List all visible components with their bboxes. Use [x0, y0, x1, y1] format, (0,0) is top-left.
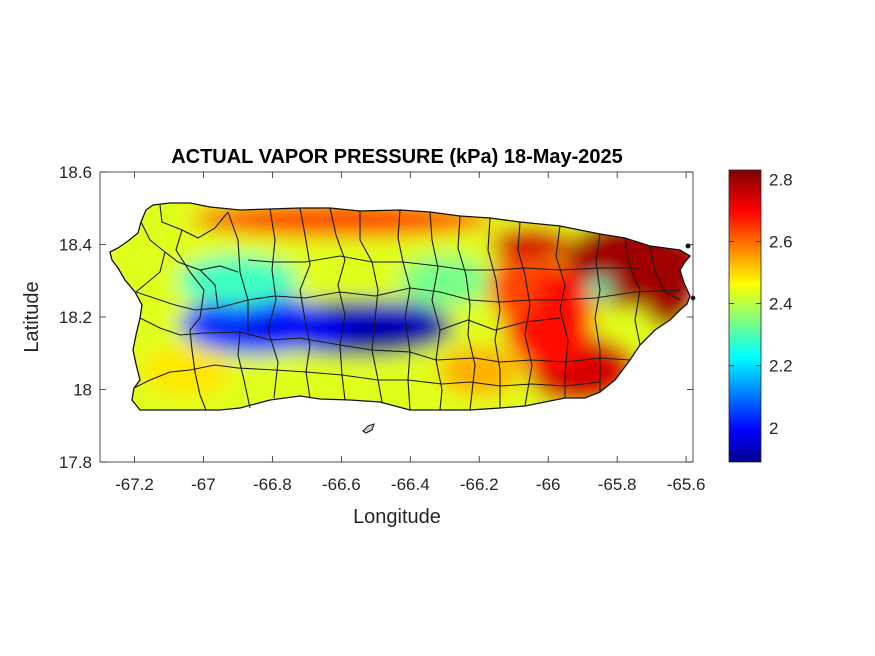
islet-caja-de-muertos	[362, 423, 375, 434]
municipality-boundary	[247, 287, 681, 303]
field-detail	[488, 258, 539, 318]
x-tick-label: -66	[536, 475, 561, 494]
x-tick-label: -66.2	[460, 475, 499, 494]
municipality-boundary	[397, 209, 411, 411]
field-detail	[244, 315, 355, 348]
municipality-boundary	[199, 269, 219, 309]
municipality-boundary	[159, 204, 229, 239]
municipality-boundary	[189, 329, 207, 411]
colorbar-tick-label: 2	[769, 419, 778, 438]
y-tick-label: 18.6	[59, 163, 92, 182]
municipality-boundary	[140, 221, 239, 273]
x-tick-label: -67	[191, 475, 216, 494]
island-outline	[109, 202, 691, 411]
municipality-boundaries	[133, 204, 696, 411]
municipality-boundary	[649, 245, 681, 301]
municipality-boundary	[487, 217, 501, 408]
municipality-boundary	[359, 211, 383, 403]
x-tick-label: -65.8	[598, 475, 637, 494]
y-tick-label: 17.8	[59, 453, 92, 472]
municipality-boundary	[329, 207, 346, 401]
x-tick-label: -67.2	[115, 475, 154, 494]
municipality-boundary	[457, 215, 476, 411]
y-tick-label: 18.2	[59, 308, 92, 327]
y-axis-label: Latitude	[21, 281, 43, 352]
municipality-boundary	[237, 367, 601, 387]
municipality-boundary	[135, 291, 249, 311]
municipality-boundary	[555, 225, 569, 398]
municipality-boundary	[175, 229, 205, 331]
municipality-boundary	[135, 251, 166, 293]
colorbar-ticks: 2.8 2.6 2.4 2.2 2	[729, 170, 793, 438]
field-detail	[490, 226, 571, 263]
municipality-boundary	[594, 233, 601, 392]
x-tick-label: -66.8	[253, 475, 292, 494]
field-detail	[399, 255, 490, 306]
islet	[690, 295, 696, 301]
field-detail	[439, 346, 520, 397]
x-tick-label: -65.6	[667, 475, 706, 494]
municipality-boundary	[227, 211, 249, 332]
chart-title: ACTUAL VAPOR PRESSURE (kPa) 18-May-2025	[171, 146, 623, 168]
colorbar	[728, 169, 762, 463]
colorbar-tick-label: 2.4	[769, 295, 793, 314]
y-tick-label: 18	[73, 381, 92, 400]
municipality-boundary	[439, 317, 561, 331]
colorbar-tick-label: 2.2	[769, 357, 793, 376]
y-axis: 18.6 18.4 18.2 18 17.8	[59, 163, 693, 472]
colorbar-tick-label: 2.6	[769, 232, 793, 251]
municipality-boundary	[429, 211, 443, 411]
municipality-boundary	[299, 207, 311, 399]
field-detail	[343, 301, 444, 333]
municipality-boundary	[139, 317, 271, 341]
municipality-boundary	[624, 237, 641, 346]
municipality-boundary	[247, 255, 640, 271]
municipality-boundary	[517, 221, 533, 407]
islet	[685, 243, 691, 249]
x-axis: -67.2 -67 -66.8 -66.6 -66.4 -66.2 -66 -65.8 -65.…	[115, 172, 705, 494]
colorbar-tick-label: 2.8	[769, 170, 793, 189]
municipality-boundary	[267, 208, 279, 399]
municipality-boundary	[269, 337, 631, 363]
field-detail	[177, 255, 298, 306]
y-tick-label: 18.4	[59, 236, 92, 255]
field-detail	[141, 346, 232, 397]
municipality-boundary	[237, 331, 251, 409]
x-tick-label: -66.6	[322, 475, 361, 494]
x-tick-label: -66.4	[391, 475, 430, 494]
x-axis-label: Longitude	[353, 506, 441, 528]
municipality-boundary	[133, 364, 239, 389]
